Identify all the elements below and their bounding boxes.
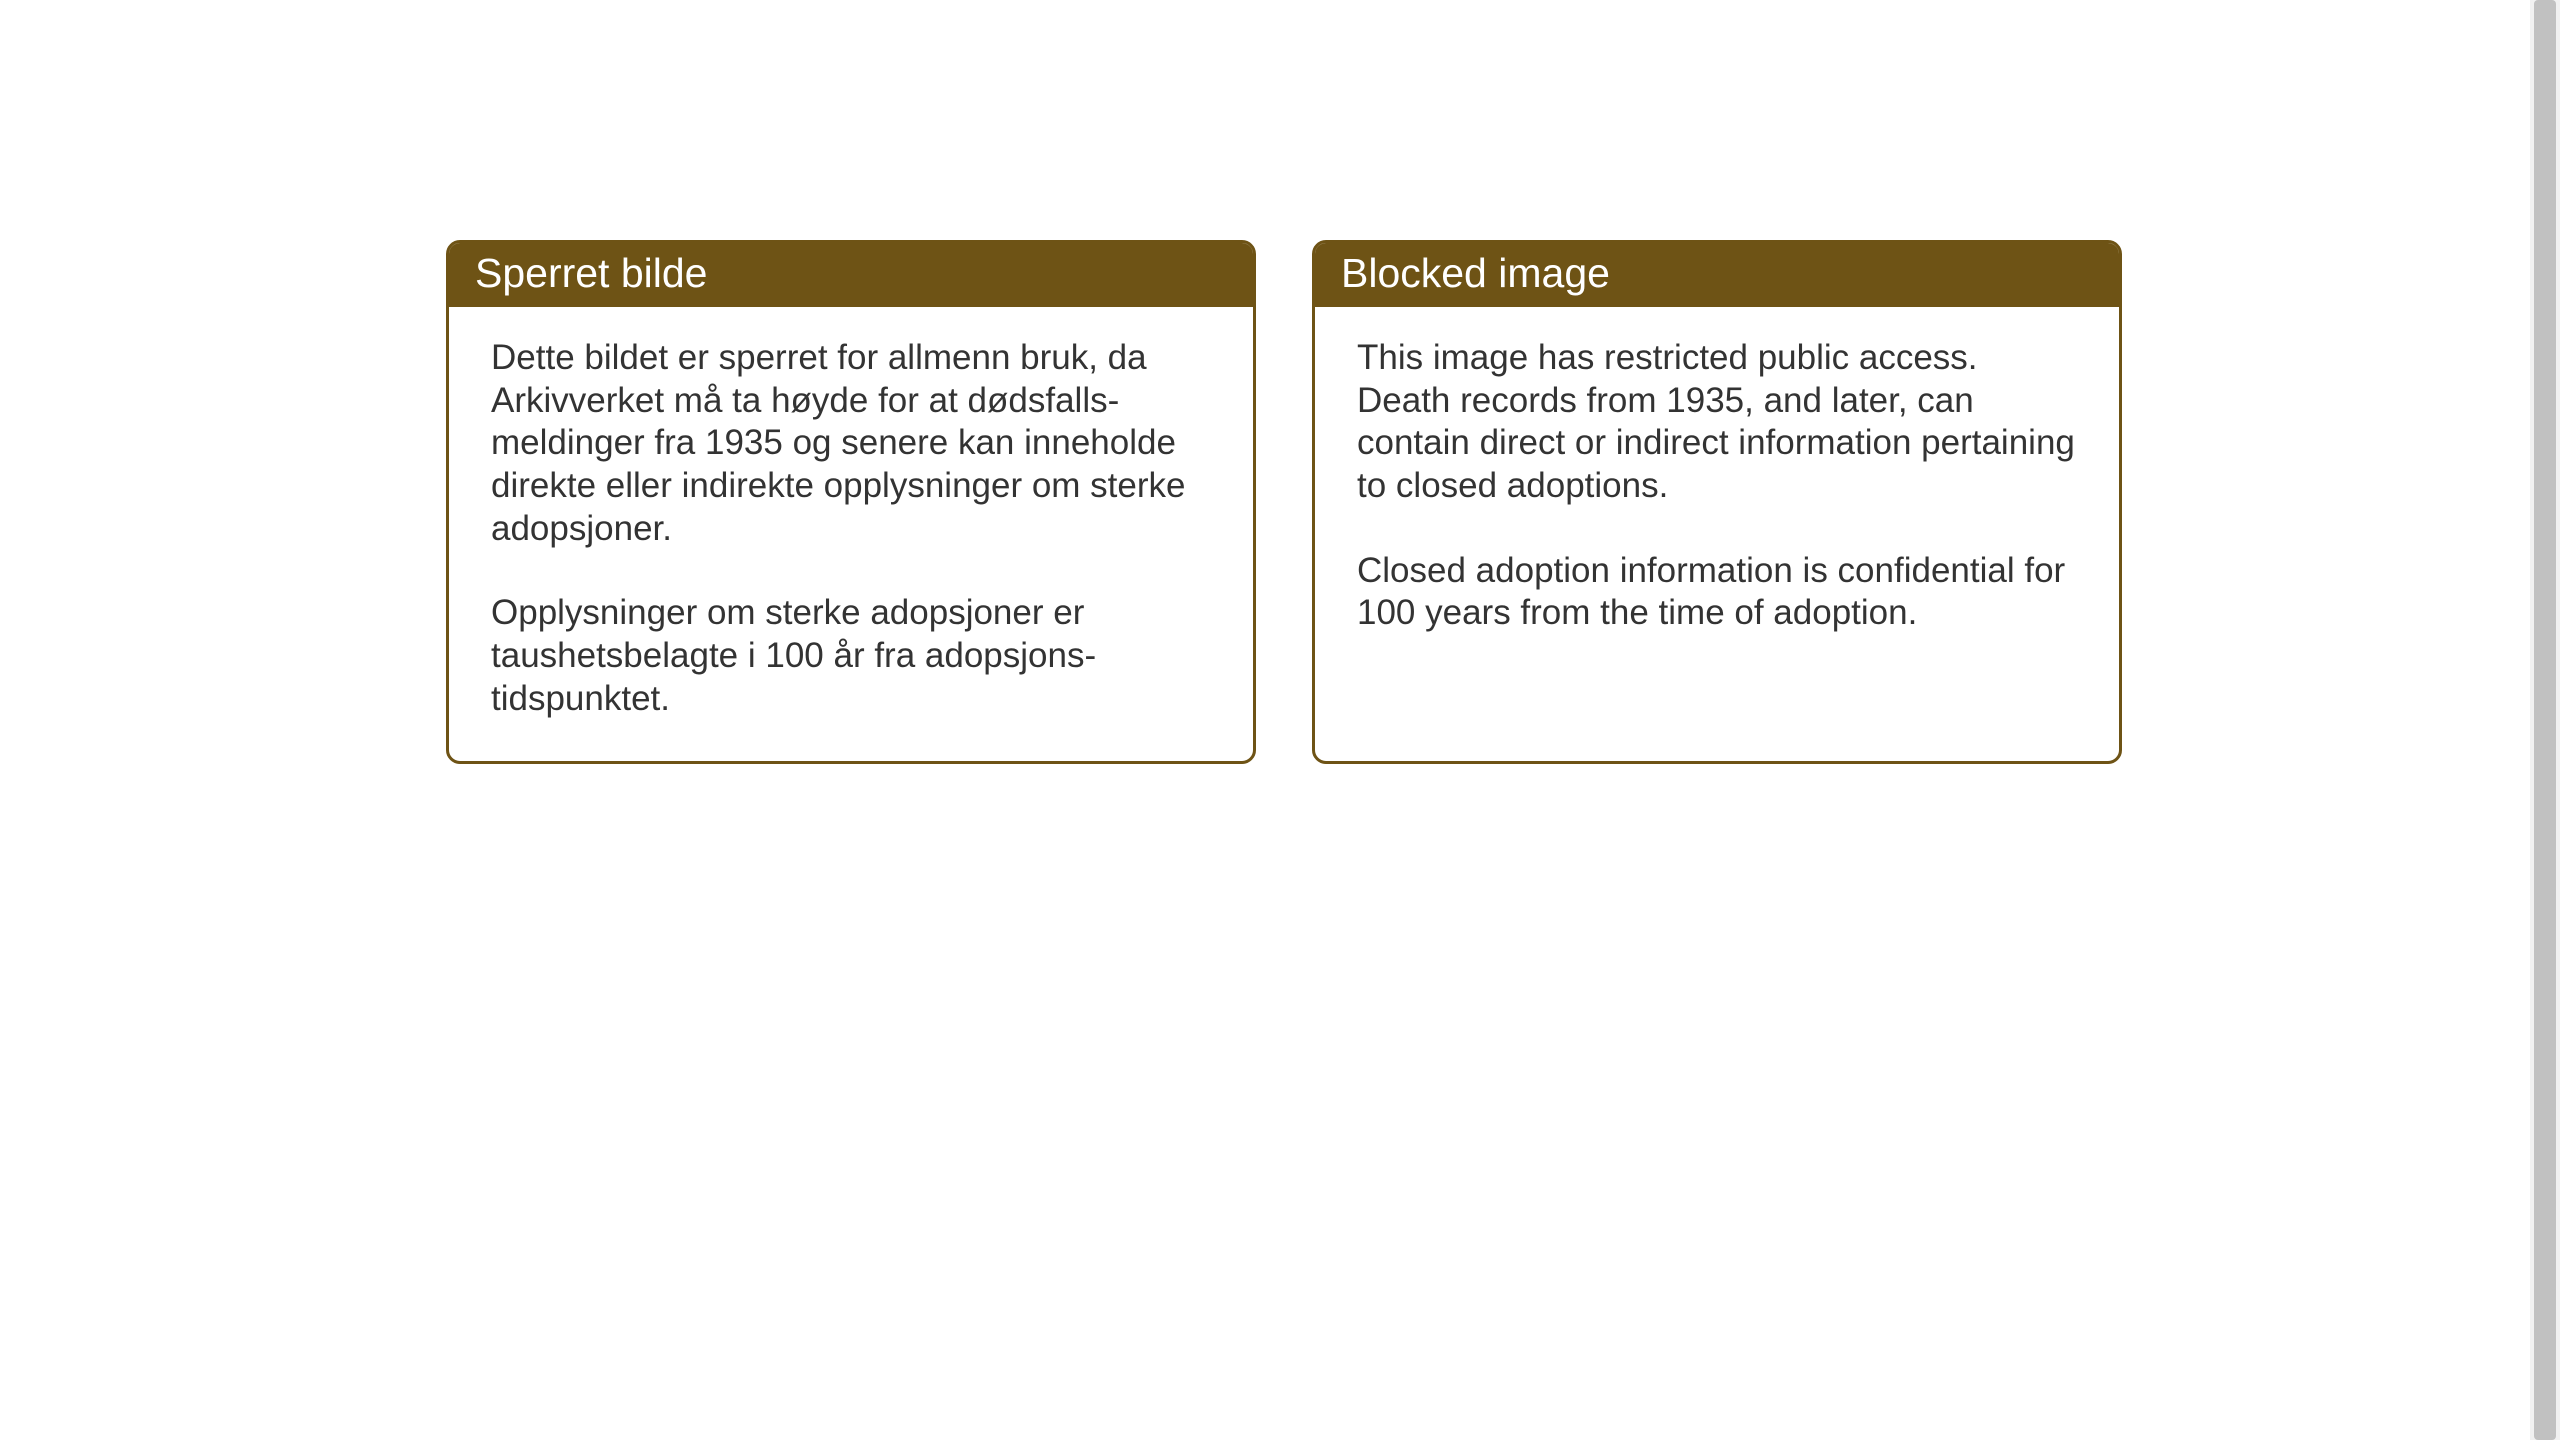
notice-cards-container: Sperret bilde Dette bildet er sperret fo… bbox=[446, 240, 2122, 764]
card-paragraph-1: This image has restricted public access.… bbox=[1357, 337, 2077, 508]
card-header-english: Blocked image bbox=[1315, 243, 2119, 307]
card-paragraph-1: Dette bildet er sperret for allmenn bruk… bbox=[491, 337, 1211, 550]
card-body-norwegian: Dette bildet er sperret for allmenn bruk… bbox=[449, 307, 1253, 761]
card-paragraph-2: Opplysninger om sterke adopsjoner er tau… bbox=[491, 592, 1211, 720]
blocked-image-card-norwegian: Sperret bilde Dette bildet er sperret fo… bbox=[446, 240, 1256, 764]
card-body-english: This image has restricted public access.… bbox=[1315, 307, 2119, 675]
blocked-image-card-english: Blocked image This image has restricted … bbox=[1312, 240, 2122, 764]
card-paragraph-2: Closed adoption information is confident… bbox=[1357, 550, 2077, 635]
card-header-norwegian: Sperret bilde bbox=[449, 243, 1253, 307]
vertical-scrollbar[interactable] bbox=[2530, 0, 2560, 1440]
scrollbar-thumb[interactable] bbox=[2534, 0, 2556, 1440]
